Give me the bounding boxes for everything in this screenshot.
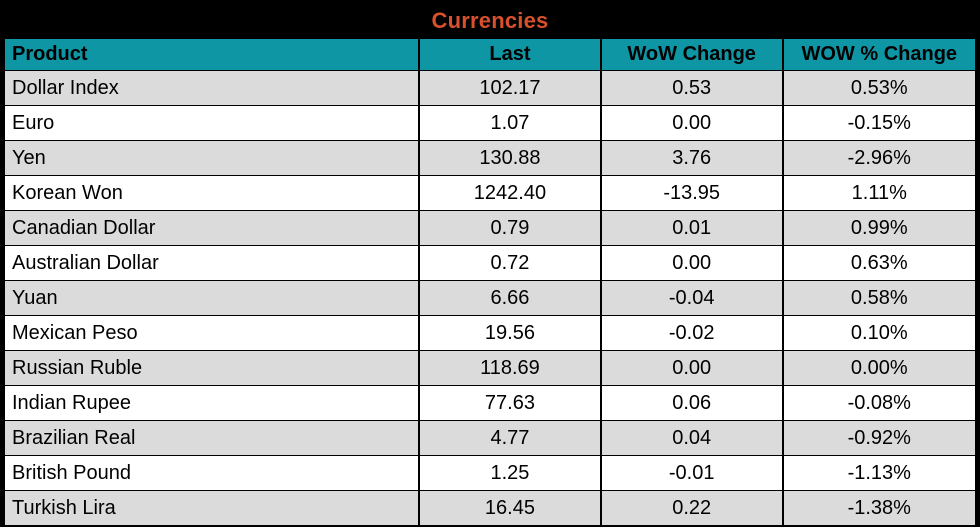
cell-wow-pct-change: -0.15% xyxy=(781,105,978,141)
cell-wow-pct-change: 0.00% xyxy=(781,350,978,386)
cell-last: 1.25 xyxy=(418,455,602,491)
cell-product: Yen xyxy=(2,140,421,176)
table-row: Australian Dollar 0.72 0.00 0.63% xyxy=(2,245,978,281)
cell-product: British Pound xyxy=(2,455,421,491)
table-row: Euro 1.07 0.00 -0.15% xyxy=(2,105,978,141)
table-row: Yuan 6.66 -0.04 0.58% xyxy=(2,280,978,316)
cell-wow-pct-change: -0.08% xyxy=(781,385,978,421)
cell-wow-change: -0.02 xyxy=(599,315,784,351)
cell-product: Dollar Index xyxy=(2,70,421,106)
cell-wow-change: 0.00 xyxy=(599,105,784,141)
cell-wow-pct-change: 1.11% xyxy=(781,175,978,211)
cell-wow-pct-change: 0.99% xyxy=(781,210,978,246)
table-row: Yen 130.88 3.76 -2.96% xyxy=(2,140,978,176)
cell-product: Korean Won xyxy=(2,175,421,211)
table-row: Turkish Lira 16.45 0.22 -1.38% xyxy=(2,490,978,526)
column-header-product: Product xyxy=(2,38,421,71)
table-row: Mexican Peso 19.56 -0.02 0.10% xyxy=(2,315,978,351)
panel-title: Currencies xyxy=(431,7,549,33)
cell-wow-change: -0.01 xyxy=(599,455,784,491)
cell-wow-pct-change: -0.92% xyxy=(781,420,978,456)
cell-last: 0.79 xyxy=(418,210,602,246)
cell-wow-change: 0.06 xyxy=(599,385,784,421)
cell-wow-change: 0.22 xyxy=(599,490,784,526)
cell-wow-change: 3.76 xyxy=(599,140,784,176)
table-row: Russian Ruble 118.69 0.00 0.00% xyxy=(2,350,978,386)
cell-last: 1242.40 xyxy=(418,175,602,211)
cell-product: Canadian Dollar xyxy=(2,210,421,246)
cell-last: 118.69 xyxy=(418,350,602,386)
cell-wow-change: -0.04 xyxy=(599,280,784,316)
cell-wow-change: 0.53 xyxy=(599,70,784,106)
cell-wow-pct-change: -1.13% xyxy=(781,455,978,491)
table-row: Dollar Index 102.17 0.53 0.53% xyxy=(2,70,978,106)
currencies-table: Product Last WoW Change WOW % Change Dol… xyxy=(2,38,978,526)
cell-last: 102.17 xyxy=(418,70,602,106)
cell-wow-pct-change: -2.96% xyxy=(781,140,978,176)
cell-product: Indian Rupee xyxy=(2,385,421,421)
cell-wow-pct-change: 0.10% xyxy=(781,315,978,351)
cell-product: Russian Ruble xyxy=(2,350,421,386)
cell-last: 1.07 xyxy=(418,105,602,141)
cell-last: 19.56 xyxy=(418,315,602,351)
cell-product: Turkish Lira xyxy=(2,490,421,526)
cell-wow-change: -13.95 xyxy=(599,175,784,211)
cell-wow-change: 0.04 xyxy=(599,420,784,456)
cell-wow-pct-change: 0.53% xyxy=(781,70,978,106)
cell-wow-pct-change: -1.38% xyxy=(781,490,978,526)
cell-last: 6.66 xyxy=(418,280,602,316)
table-row: Canadian Dollar 0.79 0.01 0.99% xyxy=(2,210,978,246)
cell-last: 4.77 xyxy=(418,420,602,456)
cell-wow-pct-change: 0.63% xyxy=(781,245,978,281)
column-header-wow-pct-change: WOW % Change xyxy=(781,38,978,71)
cell-last: 0.72 xyxy=(418,245,602,281)
column-header-last: Last xyxy=(418,38,602,71)
cell-last: 130.88 xyxy=(418,140,602,176)
cell-product: Brazilian Real xyxy=(2,420,421,456)
cell-product: Australian Dollar xyxy=(2,245,421,281)
cell-wow-pct-change: 0.58% xyxy=(781,280,978,316)
column-header-wow-change: WoW Change xyxy=(599,38,784,71)
table-row: Indian Rupee 77.63 0.06 -0.08% xyxy=(2,385,978,421)
table-row: Korean Won 1242.40 -13.95 1.11% xyxy=(2,175,978,211)
cell-product: Yuan xyxy=(2,280,421,316)
cell-wow-change: 0.00 xyxy=(599,350,784,386)
table-row: British Pound 1.25 -0.01 -1.13% xyxy=(2,455,978,491)
cell-product: Mexican Peso xyxy=(2,315,421,351)
cell-wow-change: 0.00 xyxy=(599,245,784,281)
table-header: Product Last WoW Change WOW % Change xyxy=(2,38,978,71)
cell-wow-change: 0.01 xyxy=(599,210,784,246)
title-bar: Currencies xyxy=(3,3,977,38)
header-row: Product Last WoW Change WOW % Change xyxy=(2,38,978,71)
cell-product: Euro xyxy=(2,105,421,141)
table-row: Brazilian Real 4.77 0.04 -0.92% xyxy=(2,420,978,456)
table-body: Dollar Index 102.17 0.53 0.53% Euro 1.07… xyxy=(2,70,978,526)
cell-last: 16.45 xyxy=(418,490,602,526)
cell-last: 77.63 xyxy=(418,385,602,421)
